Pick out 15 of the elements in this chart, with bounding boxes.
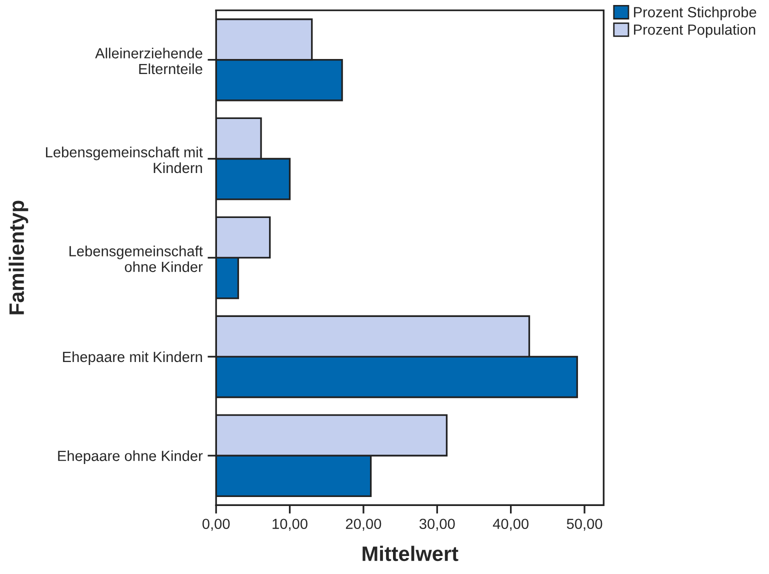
- x-tick-label: 10,00: [272, 518, 308, 531]
- y-tick-label: Ehepaare mit Kindern: [63, 351, 202, 365]
- x-tick-label: 50,00: [566, 518, 602, 531]
- x-tick-label: 40,00: [492, 518, 528, 531]
- y-tick-label: Lebensgemeinschaft ohne Kinder: [70, 246, 203, 272]
- x-tick-label: 0,00: [202, 518, 230, 531]
- y-tick-label: Ehepaare ohne Kinder: [58, 450, 203, 464]
- x-tick-label: 30,00: [419, 518, 455, 531]
- y-tick-label: Lebensgemeinschaft mit Kindern: [46, 146, 203, 174]
- y-tick-label: Alleinerziehende Elternteile: [95, 48, 202, 74]
- legend-label: Prozent Stichprobe: [634, 6, 756, 20]
- x-axis-title: Mittelwert: [362, 546, 458, 562]
- y-axis-title: Familientyp: [8, 200, 28, 314]
- x-tick-label: 20,00: [346, 518, 382, 531]
- legend-label: Prozent Population: [634, 24, 756, 38]
